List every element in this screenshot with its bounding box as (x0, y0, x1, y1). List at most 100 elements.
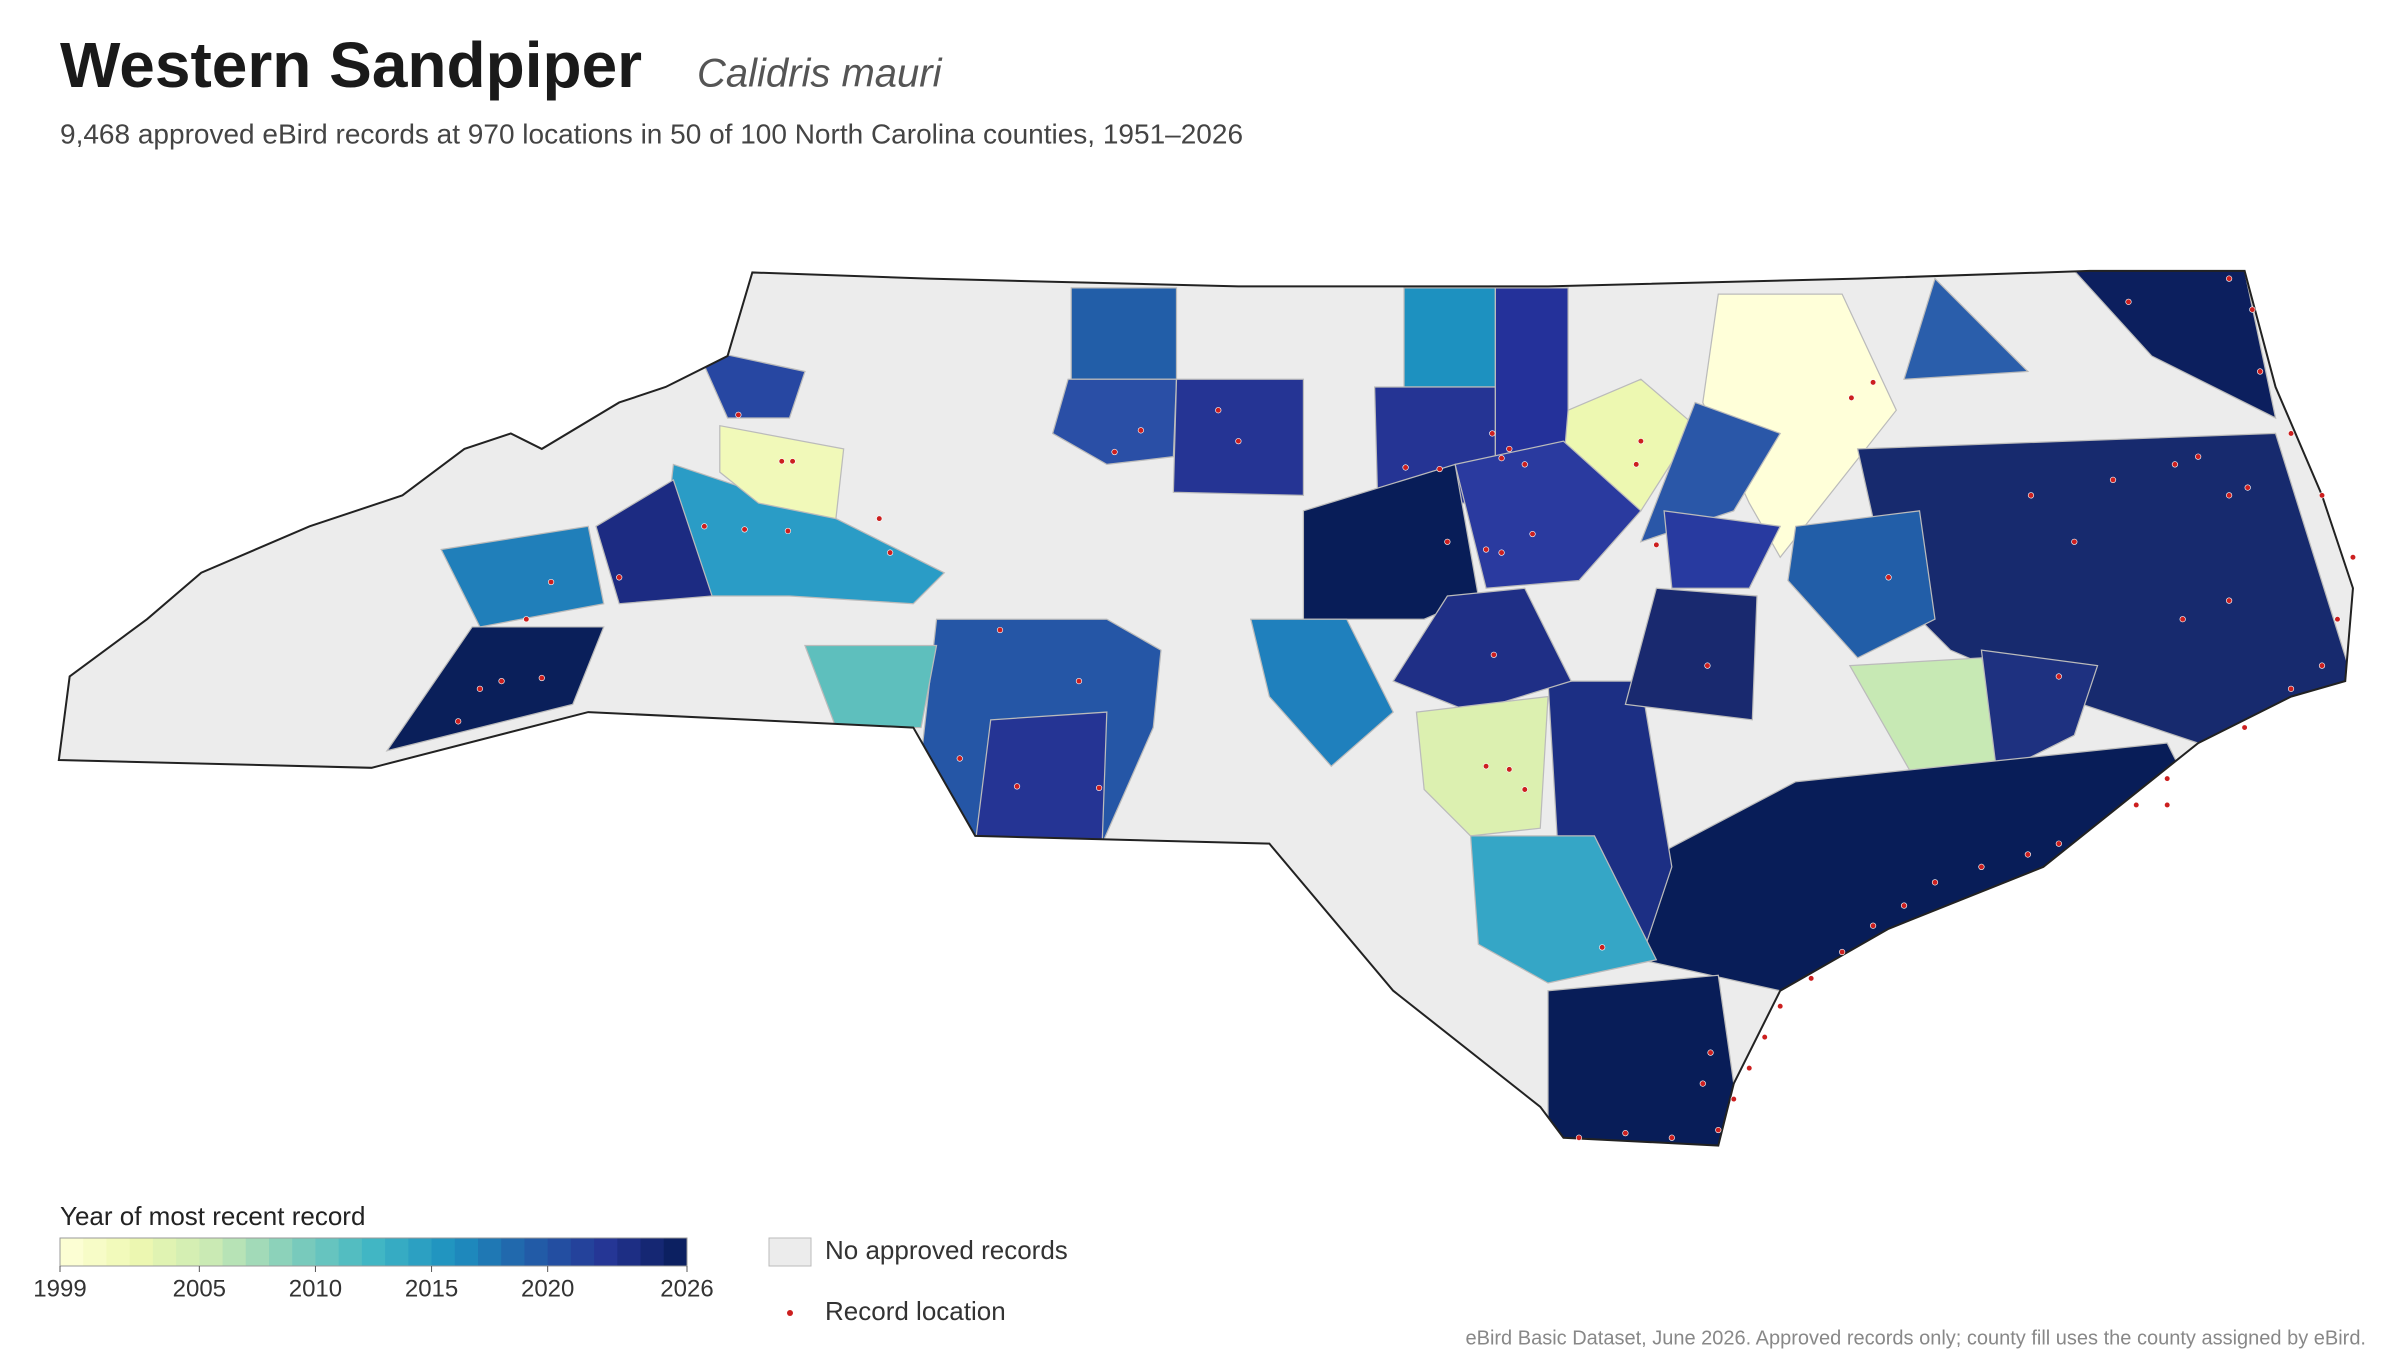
record-dot (2318, 662, 2326, 669)
record-dot (2244, 484, 2251, 491)
county (1469, 835, 1658, 984)
record-dot (1633, 461, 1640, 468)
record-dot (2055, 673, 2062, 680)
colorbar-step (617, 1238, 642, 1266)
colorbar-step (269, 1238, 293, 1266)
colorbar: 1999 2005 2010 2015 2020 2026 (33, 1237, 714, 1302)
record-dot (1506, 445, 1513, 453)
record-dot (2024, 851, 2031, 858)
colorbar-step (60, 1238, 84, 1266)
record-dot (1137, 427, 1144, 434)
record-dot (876, 515, 883, 522)
record-dot (1653, 541, 1660, 548)
record-dot (1808, 975, 1815, 982)
county (440, 525, 605, 628)
colorbar-tick-label: 2010 (289, 1275, 342, 1302)
record-dot (2256, 368, 2264, 375)
record-dot (789, 458, 796, 465)
colorbar-step (385, 1238, 409, 1266)
county (385, 626, 605, 752)
record-dot (2226, 597, 2233, 604)
colorbar-step (501, 1238, 525, 1266)
record-dot (996, 626, 1004, 634)
record-dot (1622, 1130, 1629, 1137)
record-dot (2287, 685, 2295, 692)
colorbar-tick-label: 2026 (660, 1275, 713, 1302)
record-dot (1668, 1134, 1675, 1141)
colorbar-step (663, 1238, 688, 1266)
record-dot (2226, 275, 2233, 282)
colorbar-step (361, 1238, 386, 1266)
colorbar-step (315, 1238, 340, 1266)
record-dot (523, 616, 530, 623)
record-dot (1521, 461, 1528, 468)
colorbar-step (524, 1238, 549, 1266)
title: Western Sandpiper (60, 29, 642, 101)
record-dot (1575, 1134, 1583, 1141)
subtitle: 9,468 approved eBird records at 970 loca… (60, 118, 1243, 149)
county (2072, 270, 2277, 420)
record-dot (1498, 455, 1505, 462)
record-dot (2125, 298, 2132, 305)
record-dot (1885, 574, 1892, 581)
county (1172, 378, 1305, 496)
county (695, 347, 806, 419)
county (1980, 649, 2099, 775)
county (1663, 510, 1782, 589)
colorbar-step (640, 1238, 665, 1266)
record-dot (2133, 801, 2140, 809)
record-dot (701, 523, 708, 530)
record-dot (735, 411, 742, 418)
record-dot (784, 527, 792, 535)
record-dot (1215, 407, 1222, 414)
record-dot (1489, 430, 1496, 437)
colorbar-step (431, 1238, 456, 1266)
record-dot (1900, 902, 1908, 909)
record-dot (1235, 438, 1242, 445)
colorbar-tick-label: 1999 (33, 1275, 86, 1302)
record-dot (1482, 763, 1490, 770)
record-dot (498, 678, 505, 685)
record-dot (1402, 464, 1409, 471)
record-dot (455, 718, 462, 725)
record-dot (1761, 1034, 1768, 1041)
counties (385, 270, 2353, 1146)
record-dot (956, 755, 963, 762)
colorbar-step (106, 1238, 131, 1266)
record-dot (2179, 616, 2186, 623)
record-dot (2195, 453, 2202, 460)
record-dot (1637, 438, 1644, 445)
colorbar-step (292, 1238, 316, 1266)
record-dot (2287, 430, 2295, 437)
county (1624, 587, 1758, 721)
county (1787, 510, 1936, 659)
record-dot (1482, 546, 1490, 553)
record-dot (2027, 492, 2035, 499)
record-dot (1095, 784, 1103, 792)
record-dot (2109, 476, 2117, 483)
no-data-label: No approved records (825, 1235, 1068, 1265)
record-dot (2241, 724, 2248, 731)
record-dot (1075, 678, 1083, 685)
colorbar-step (478, 1238, 502, 1266)
record-dot (1111, 448, 1118, 456)
record-dot (1869, 379, 1877, 386)
colorbar-step (570, 1238, 595, 1266)
county (1415, 695, 1549, 837)
colorbar-step (338, 1238, 363, 1266)
record-dot (1444, 538, 1451, 545)
legend-title: Year of most recent record (60, 1201, 365, 1231)
footnote: eBird Basic Dataset, June 2026. Approved… (1465, 1327, 2366, 1349)
county (1403, 287, 1496, 388)
county (719, 424, 845, 520)
county (804, 644, 938, 729)
record-dot (1699, 1080, 1706, 1087)
county (1051, 378, 1178, 466)
county (1639, 401, 1782, 543)
record-dot (1529, 530, 1536, 538)
record-locations (455, 275, 2357, 1141)
record-dot (2071, 538, 2078, 545)
